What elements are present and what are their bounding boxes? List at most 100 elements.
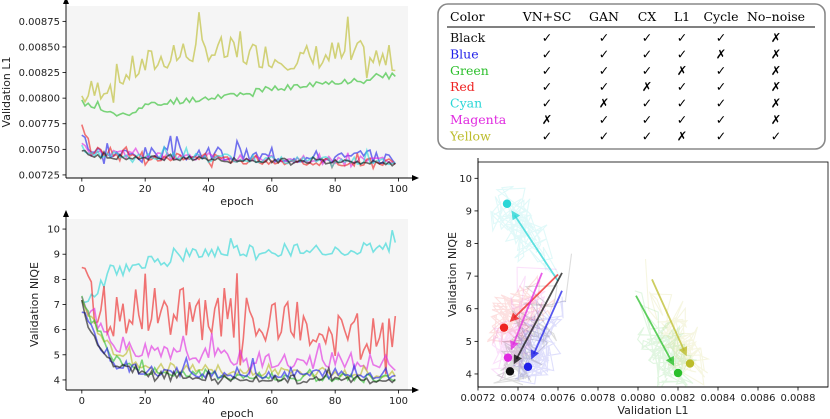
y-tick-label: 8 xyxy=(466,239,472,250)
cross-icon: ✗ xyxy=(599,96,609,111)
check-icon: ✓ xyxy=(599,46,609,61)
check-icon: ✓ xyxy=(771,128,781,143)
cross-icon: ✗ xyxy=(771,79,781,94)
check-icon: ✓ xyxy=(677,79,687,94)
final-point-blue xyxy=(523,362,533,371)
check-icon: ✓ xyxy=(642,30,652,45)
trajectory-yellow xyxy=(644,258,711,386)
check-icon: ✓ xyxy=(599,79,609,94)
chart-2: 0.0072 0.0074 0.0076 0.0078 0.0080 0.0082 0.00… xyxy=(446,158,829,417)
x-axis-arrow xyxy=(412,175,419,181)
arrow-shaft-blue xyxy=(532,290,563,355)
x-tick-label: 0 xyxy=(79,396,85,407)
check-icon: ✓ xyxy=(642,112,652,127)
check-icon: ✓ xyxy=(716,30,726,45)
check-icon: ✓ xyxy=(677,96,687,111)
table-box xyxy=(437,3,826,150)
table-row-label: Yellow xyxy=(449,128,491,143)
arrow-head-cyan xyxy=(511,210,521,221)
arrow-head-yellow xyxy=(678,346,688,357)
arrow-shaft-magenta xyxy=(512,272,543,345)
check-icon: ✓ xyxy=(542,30,552,45)
table-header: VN+SC xyxy=(522,9,572,24)
x-tick-label: 60 xyxy=(265,184,278,195)
arrow-head-red xyxy=(509,312,520,323)
y-tick-label: 9 xyxy=(466,206,472,217)
arrow-head-green xyxy=(665,355,675,366)
check-icon: ✓ xyxy=(599,112,609,127)
x-tick-label: 20 xyxy=(139,184,152,195)
trajectory-blue xyxy=(512,296,567,385)
cross-icon: ✗ xyxy=(771,112,781,127)
chart-0: 0 20 40 60 80 100 0.00725 0.00750 0.00775 0.00800… xyxy=(0,0,419,208)
x-axis-label: Validation L1 xyxy=(618,404,689,417)
x-axis-label: epoch xyxy=(220,407,254,419)
table-row-label: Blue xyxy=(450,46,479,61)
arrow-shaft-yellow xyxy=(651,279,686,352)
check-icon: ✓ xyxy=(542,63,552,78)
x-tick-label: 0.0078 xyxy=(581,393,616,404)
check-icon: ✓ xyxy=(542,79,552,94)
trajectory-cyan xyxy=(490,185,562,279)
x-tick-label: 0.0082 xyxy=(661,393,696,404)
x-tick-label: 0.0076 xyxy=(541,393,576,404)
table-row-label: Cyan xyxy=(450,96,482,111)
table-header: CX xyxy=(638,9,657,24)
y-tick-label: 7 xyxy=(466,272,472,283)
y-tick-label: 0.00875 xyxy=(19,17,60,28)
x-tick-label: 0.0074 xyxy=(501,393,536,404)
final-point-red xyxy=(499,323,509,332)
check-icon: ✓ xyxy=(642,96,652,111)
check-icon: ✓ xyxy=(716,112,726,127)
table-header: L1 xyxy=(674,9,690,24)
check-icon: ✓ xyxy=(599,63,609,78)
x-tick-label: 100 xyxy=(389,396,408,407)
series-line-black xyxy=(81,299,396,386)
arrow-head-blue xyxy=(530,349,540,360)
x-tick-label: 20 xyxy=(139,396,152,407)
arrow-shaft-green xyxy=(635,295,673,362)
series-line-magenta xyxy=(81,142,396,169)
y-axis-label: Validation L1 xyxy=(0,57,13,128)
x-tick-label: 0.0086 xyxy=(741,393,776,404)
table-row-label: Green xyxy=(450,63,489,78)
x-tick-label: 100 xyxy=(389,184,408,195)
y-axis-arrow xyxy=(63,0,69,4)
y-axis-arrow xyxy=(63,210,69,217)
check-icon: ✓ xyxy=(716,128,726,143)
cross-icon: ✗ xyxy=(677,63,687,78)
y-tick-label: 4 xyxy=(466,369,472,380)
arrow-shaft-black xyxy=(515,272,563,360)
y-axis-label: Validation NIQE xyxy=(446,232,459,317)
table-header: No–noise xyxy=(747,9,805,24)
chart-1: 0 20 40 60 80 100 4 5 6 7 8 9 10 epoch Validation NIQE xyxy=(28,210,419,419)
table-header: Cycle xyxy=(703,9,738,24)
check-icon: ✓ xyxy=(542,128,552,143)
x-tick-label: 0.0084 xyxy=(701,393,736,404)
check-icon: ✓ xyxy=(642,63,652,78)
table-row-label: Red xyxy=(450,79,475,94)
y-axis-label: Validation NIQE xyxy=(28,262,41,347)
y-tick-label: 0.00775 xyxy=(19,119,60,130)
series-line-black xyxy=(81,149,396,167)
check-icon: ✓ xyxy=(716,79,726,94)
y-tick-label: 10 xyxy=(47,225,60,236)
table-header: Color xyxy=(450,9,485,24)
check-icon: ✓ xyxy=(716,63,726,78)
final-point-green xyxy=(673,368,683,378)
y-tick-label: 5 xyxy=(54,350,60,361)
cross-icon: ✗ xyxy=(771,46,781,61)
y-tick-label: 6 xyxy=(54,325,60,336)
check-icon: ✓ xyxy=(542,46,552,61)
final-point-magenta xyxy=(503,353,513,362)
cross-icon: ✗ xyxy=(771,30,781,45)
y-tick-label: 0.00725 xyxy=(19,170,60,181)
trajectory-red xyxy=(486,274,556,345)
x-tick-label: 80 xyxy=(329,184,342,195)
table-row-label: Black xyxy=(450,30,486,45)
final-point-yellow xyxy=(685,359,695,368)
check-icon: ✓ xyxy=(599,30,609,45)
check-icon: ✓ xyxy=(542,96,552,111)
series-group xyxy=(81,12,396,171)
